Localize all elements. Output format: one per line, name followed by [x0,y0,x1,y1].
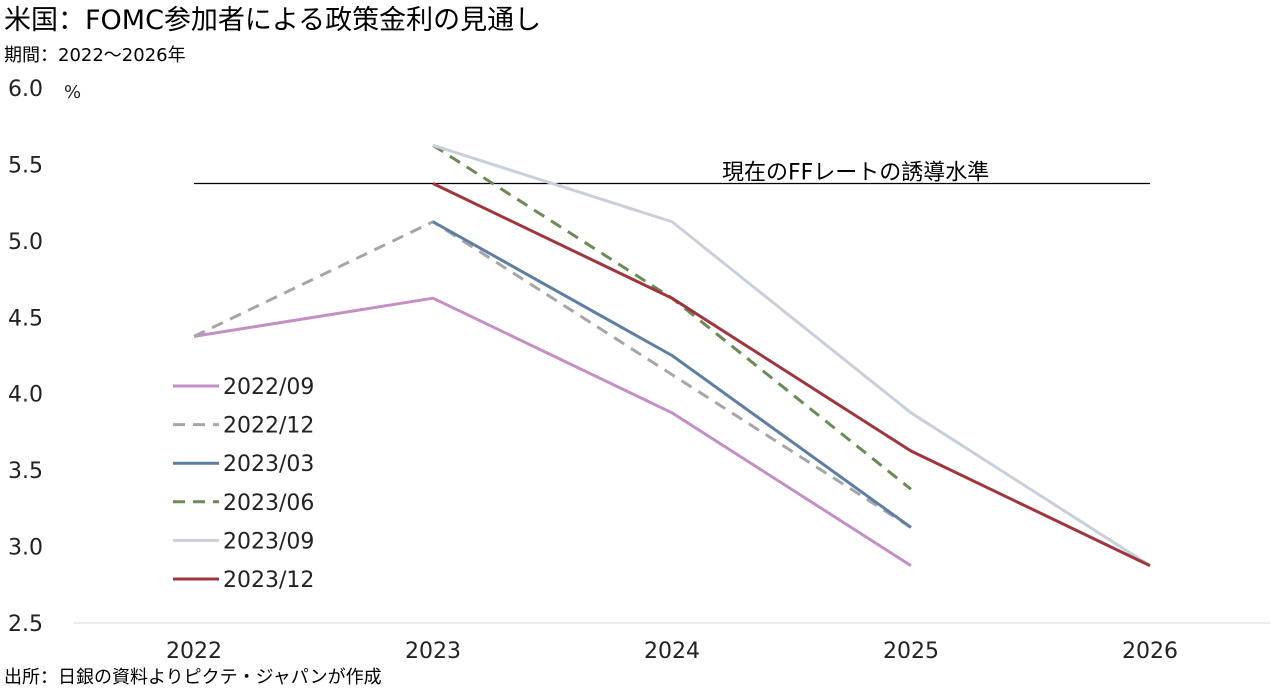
y-axis: 6.0 5.5 5.0 4.5 4.0 3.5 3.0 2.5 [8,77,43,637]
series-line-2022-12 [193,220,912,529]
legend-label: 2022/12 [223,414,314,439]
x-tick-label: 2025 [883,639,939,664]
y-tick-label: 3.0 [8,536,43,561]
y-tick-label: 5.0 [8,230,43,255]
series-line-2023-09 [432,143,1151,567]
legend-label: 2023/12 [223,568,314,593]
x-tick-label: 2023 [405,639,461,664]
series-line-2023-12 [432,182,1151,568]
legend: 2022/09 2022/12 2023/03 2023/06 2023/09 2023/… [173,375,314,593]
series-line-2023-06 [432,144,912,491]
series-line-2023-03 [432,220,912,529]
y-axis-unit: % [64,82,81,103]
x-tick-label: 2022 [166,639,222,664]
y-tick-label: 3.5 [8,459,43,484]
y-tick-label: 4.5 [8,306,43,331]
reference-line-group: 現在のFFレートの誘導水準 [194,161,1150,186]
legend-label: 2023/03 [223,452,314,477]
source-note: 出所：日銀の資料よりピクテ・ジャパンが作成 [4,667,382,688]
y-tick-label: 5.5 [8,153,43,178]
legend-label: 2023/09 [223,529,314,554]
legend-label: 2022/09 [223,375,314,400]
x-tick-label: 2024 [644,639,700,664]
y-tick-label: 4.0 [8,383,43,408]
series-line-2022-09 [193,296,912,567]
y-tick-label: 6.0 [8,77,43,102]
series-lines [193,143,1151,568]
x-tick-label: 2026 [1122,639,1178,664]
chart-title: 米国：FOMC参加者による政策金利の見通し [4,5,542,36]
reference-line-label: 現在のFFレートの誘導水準 [722,161,989,186]
y-tick-label: 2.5 [8,612,43,637]
x-axis: 2022 2023 2024 2025 2026 [74,622,1270,664]
chart-period: 期間：2022～2026年 [4,45,186,66]
legend-label: 2023/06 [223,491,314,516]
